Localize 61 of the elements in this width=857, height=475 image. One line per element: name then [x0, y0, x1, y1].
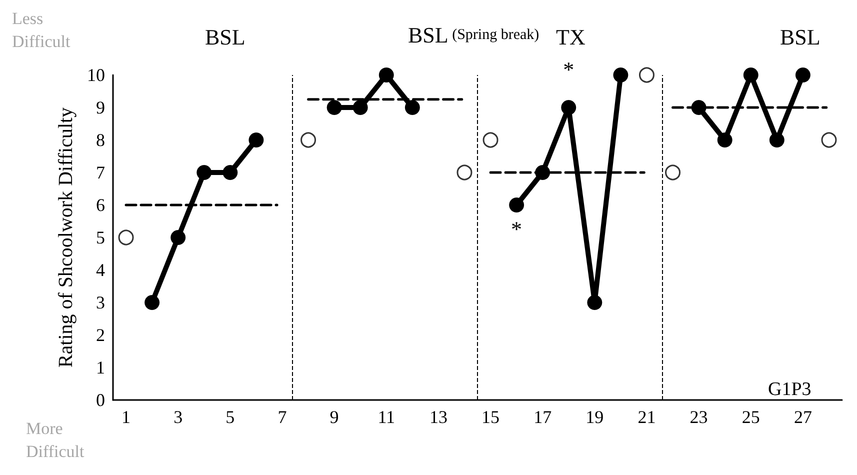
x-tick-label: 23: [690, 407, 708, 427]
y-tick-label: 3: [96, 292, 105, 312]
point: [196, 165, 212, 180]
point: [613, 68, 628, 82]
y-tick-label: 7: [96, 162, 105, 182]
y-tick-label: 0: [96, 390, 105, 410]
text: BSL: [780, 24, 820, 50]
x-tick-label: 15: [482, 407, 500, 427]
y-axis-title: Rating of Shcoolwork Difficulty: [55, 107, 78, 368]
y-tick-label: 5: [96, 228, 105, 248]
point: [404, 100, 420, 115]
y-tick-label: 9: [96, 98, 105, 118]
x-tick-label: 13: [429, 407, 448, 427]
point: [795, 68, 810, 82]
point: [665, 164, 681, 180]
text: TX: [556, 24, 586, 50]
point: [638, 67, 654, 83]
point: [456, 164, 472, 180]
point: [378, 68, 394, 82]
point: [352, 100, 368, 115]
point: [821, 132, 837, 148]
point: [561, 100, 576, 115]
text: More Difficult: [26, 419, 85, 461]
point: [222, 165, 238, 180]
point: [691, 100, 706, 115]
point: [300, 132, 316, 148]
x-tick-label: 21: [638, 407, 656, 427]
text: Less Difficult: [12, 9, 71, 51]
x-tick-label: 11: [378, 407, 396, 427]
point: [170, 230, 186, 245]
text: BSL: [205, 24, 246, 50]
x-tick-label: 25: [742, 407, 760, 427]
point: [248, 132, 264, 148]
point: [587, 295, 602, 310]
y-tick-label: 1: [96, 358, 105, 378]
annotation: *: [563, 57, 574, 82]
point: [326, 100, 342, 115]
point: [769, 132, 784, 148]
y-tick-label: 4: [96, 260, 105, 280]
y-tick-label: 6: [96, 195, 105, 215]
point: [118, 230, 134, 246]
text: BSL (Spring break): [408, 22, 540, 48]
y-tick-label: 2: [96, 325, 105, 345]
y-tick-label: 10: [87, 65, 105, 85]
x-tick-label: 19: [586, 407, 604, 427]
point: [144, 295, 160, 310]
point: [717, 132, 732, 148]
x-tick-label: 7: [278, 407, 287, 427]
x-tick-label: 17: [534, 407, 552, 427]
x-tick-label: 1: [122, 407, 131, 427]
point: [509, 198, 524, 212]
point: [535, 165, 550, 180]
annotation: *: [511, 216, 522, 242]
x-tick-label: 3: [174, 407, 183, 427]
x-tick-label: 5: [226, 407, 235, 427]
point: [482, 132, 498, 148]
x-tick-label: 9: [330, 407, 339, 427]
y-tick-label: 8: [96, 130, 105, 150]
point: [743, 68, 758, 82]
x-tick-label: 27: [794, 407, 812, 427]
annotation: G1P3: [768, 379, 812, 400]
